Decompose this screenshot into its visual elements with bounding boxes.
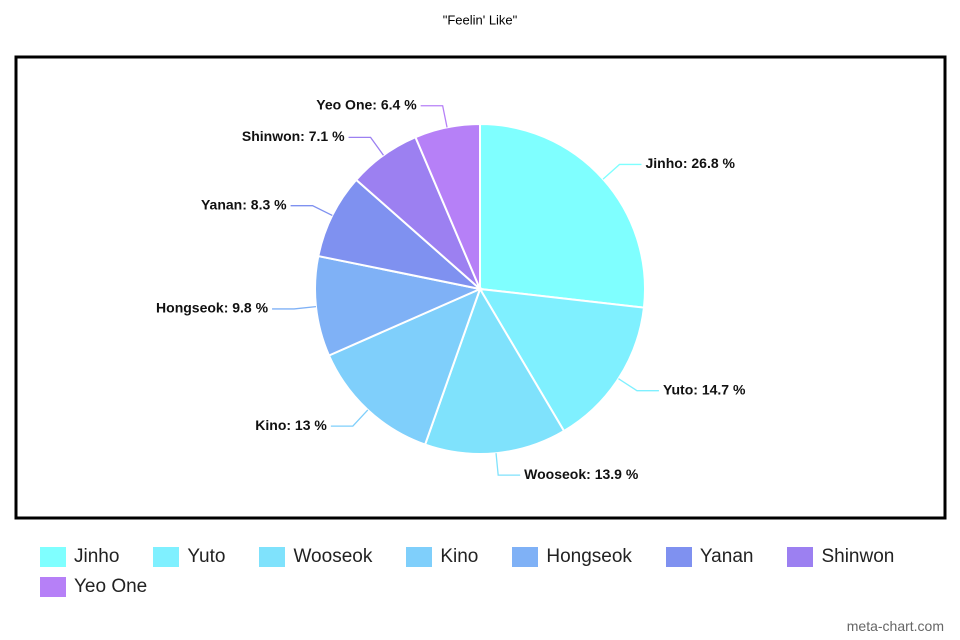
leader-line: [602, 163, 642, 180]
leader-line: [290, 205, 333, 217]
legend-label: Yeo One: [74, 576, 148, 597]
data-label: Hongseok: 9.8 %: [156, 300, 269, 316]
data-label: Shinwon: 7.1 %: [242, 128, 345, 144]
pie-slice: [423, 286, 566, 455]
pie-slice: [478, 287, 646, 433]
legend-swatch: [665, 547, 692, 567]
legend-swatch: [40, 547, 66, 567]
legend-item: Jinho: [40, 546, 119, 568]
legend-swatch: [153, 547, 180, 567]
pie-slice: [414, 122, 481, 290]
chart-title: "Feelin' Like": [443, 12, 518, 27]
legend-item: Yeo One: [40, 576, 147, 598]
legend-item: Shinwon: [787, 546, 894, 568]
legend-label: Yanan: [699, 546, 754, 567]
legend-label: Jinho: [74, 546, 120, 567]
pie-slice: [317, 178, 484, 291]
legend-item: Hongseok: [512, 546, 632, 568]
legend-label: Shinwon: [821, 546, 895, 567]
legend-item: Yuto: [153, 546, 225, 568]
legend-item: Kino: [406, 546, 478, 568]
leader-line: [330, 409, 369, 427]
legend-swatch: [512, 547, 539, 567]
leader-line: [618, 378, 659, 392]
plot-frame: [14, 55, 947, 520]
data-label: Yanan: 8.3 %: [201, 196, 287, 212]
legend-label: Yuto: [187, 546, 226, 567]
legend-label: Wooseok: [293, 546, 373, 567]
chart: "Feelin' Like" Jinho: 26.8 % Yuto: 14.7 %…: [14, 12, 947, 520]
pie-slice: [479, 122, 646, 309]
watermark: meta-chart.com: [846, 618, 944, 634]
legend-item: Wooseok: [259, 546, 372, 568]
legend-label: Hongseok: [546, 546, 632, 567]
legend-swatch: [406, 547, 433, 567]
data-label: Jinho: 26.8 %: [645, 155, 735, 171]
legend-swatch: [40, 577, 66, 597]
leader-line: [495, 453, 521, 476]
leader-line: [348, 136, 384, 156]
legend-label: Kino: [440, 546, 479, 567]
legend-swatch: [787, 547, 814, 567]
data-label: Yeo One: 6.4 %: [316, 96, 417, 112]
leader-line: [420, 105, 448, 128]
leader-line: [272, 305, 317, 310]
data-label: Wooseok: 13.9 %: [524, 466, 639, 482]
data-label: Kino: 13 %: [255, 417, 327, 433]
legend: Jinho Yuto Wooseok Kino Hongseok Yanan Shinwon…: [40, 546, 940, 598]
legend-item: Yanan: [665, 546, 754, 568]
data-label: Yuto: 14.7 %: [663, 381, 746, 397]
legend-swatch: [259, 547, 286, 567]
pie-slice: [327, 287, 482, 446]
